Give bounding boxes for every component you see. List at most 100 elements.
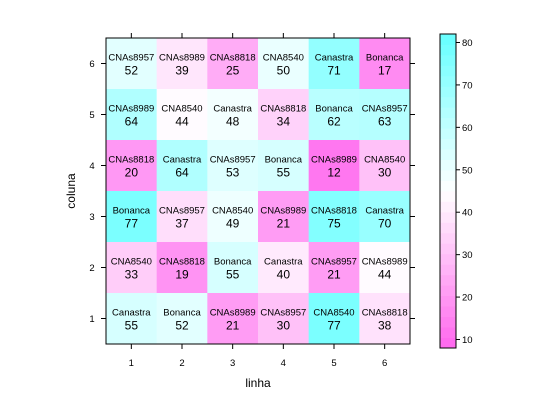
colorbar-segment: [440, 170, 456, 181]
colorbar-segment: [440, 159, 456, 171]
colorbar-tick-label: 40: [462, 208, 473, 219]
colorbar-segment: [440, 295, 456, 307]
heatmap-cell: [308, 242, 360, 294]
colorbar-segment: [440, 337, 456, 349]
heatmap-cell: [308, 191, 360, 243]
heatmap-cell: [156, 191, 208, 243]
heatmap-cell: [156, 293, 208, 345]
heatmap-cell: [106, 242, 158, 294]
cell-value-label: 50: [277, 64, 291, 78]
cell-genotype-label: CNAs8989: [210, 308, 256, 319]
colorbar-tick-label: 50: [462, 165, 473, 176]
cell-genotype-label: CNAs8818: [311, 206, 357, 217]
colorbar-segment: [440, 34, 456, 45]
colorbar-segment: [440, 44, 456, 56]
heatmap-cell: [308, 293, 360, 345]
colorbar-segment: [440, 327, 456, 338]
heatmap-cell: [106, 140, 158, 192]
cell-genotype-label: Bonanca: [214, 257, 252, 268]
cell-value-label: 33: [125, 268, 139, 282]
cell-genotype-label: CNAs8957: [108, 53, 154, 64]
cell-value-label: 55: [277, 166, 291, 180]
cell-value-label: 19: [175, 268, 189, 282]
cell-genotype-label: CNAs8989: [159, 53, 205, 64]
heatmap-cell: [308, 89, 360, 141]
cell-genotype-label: CNA8540: [161, 104, 202, 115]
heatmap-cell: [156, 140, 208, 192]
cell-value-label: 55: [125, 319, 139, 333]
cell-value-label: 64: [175, 166, 189, 180]
cell-value-label: 63: [378, 115, 392, 129]
colorbar-segment: [440, 253, 456, 265]
cell-genotype-label: CNAs8957: [260, 308, 306, 319]
x-tick-label: 1: [129, 358, 134, 369]
cell-value-label: 34: [277, 115, 291, 129]
heatmap-cell: [258, 242, 310, 294]
cell-value-label: 52: [125, 64, 139, 78]
y-axis-label: coluna: [64, 173, 78, 209]
cell-genotype-label: Canastra: [112, 308, 151, 319]
cell-value-label: 21: [226, 319, 240, 333]
heatmap-cell: [156, 38, 208, 90]
heatmap-cell: [308, 38, 360, 90]
cell-genotype-label: Bonanca: [366, 53, 404, 64]
colorbar-segment: [440, 107, 456, 119]
y-tick-label: 5: [89, 110, 94, 121]
x-tick-label: 4: [281, 358, 286, 369]
cell-genotype-label: CNAs8957: [159, 206, 205, 217]
heatmap-cell: [308, 140, 360, 192]
cell-value-label: 30: [378, 166, 392, 180]
colorbar-tick-label: 80: [462, 38, 473, 49]
cell-value-label: 77: [125, 217, 139, 231]
x-tick-label: 2: [179, 358, 184, 369]
cell-value-label: 55: [226, 268, 240, 282]
cell-genotype-label: CNA8540: [313, 308, 354, 319]
colorbar-segment: [440, 138, 456, 150]
heatmap-cell: [359, 89, 411, 141]
cell-value-label: 62: [327, 115, 341, 129]
heatmap-cell: [258, 140, 310, 192]
cell-value-label: 20: [125, 166, 139, 180]
heatmap-cell: [359, 242, 411, 294]
cell-genotype-label: CNA8540: [111, 257, 152, 268]
cell-genotype-label: CNA8540: [364, 155, 405, 166]
colorbar-segment: [440, 128, 456, 140]
cell-genotype-label: Canastra: [163, 155, 202, 166]
colorbar-segment: [440, 306, 456, 317]
heatmap-cell: [106, 191, 158, 243]
cell-genotype-label: CNAs8989: [311, 155, 357, 166]
cell-genotype-label: CNAs8818: [362, 308, 408, 319]
colorbar-segment: [440, 201, 456, 213]
cell-genotype-label: CNAs8818: [260, 104, 306, 115]
heatmap-cell: [258, 89, 310, 141]
cell-value-label: 75: [327, 217, 341, 231]
cell-value-label: 71: [327, 64, 341, 78]
colorbar-segment: [440, 65, 456, 77]
colorbar: 10 20 30 40 50 60 70 80: [439, 33, 473, 349]
cell-genotype-label: CNAs8957: [311, 257, 357, 268]
y-tick-label: 2: [89, 263, 94, 274]
x-axis-label: linha: [245, 376, 271, 390]
colorbar-segment: [440, 75, 456, 87]
cell-value-label: 21: [277, 217, 291, 231]
y-tick-label: 1: [89, 314, 94, 325]
heatmap-cell: [207, 293, 259, 345]
cell-value-label: 70: [378, 217, 392, 231]
cell-value-label: 77: [327, 319, 341, 333]
cell-genotype-label: CNA8540: [212, 206, 253, 217]
cell-genotype-label: CNAs8818: [108, 155, 154, 166]
heatmap-cell: [106, 89, 158, 141]
heatmap-cell: [258, 293, 310, 345]
colorbar-segment: [440, 274, 456, 286]
cell-value-label: 44: [378, 268, 392, 282]
cell-genotype-label: Canastra: [213, 104, 252, 115]
cell-value-label: 52: [175, 319, 189, 333]
heatmap-cell: [207, 38, 259, 90]
cell-value-label: 17: [378, 64, 392, 78]
heatmap-cell: [359, 293, 411, 345]
cell-genotype-label: Bonanca: [163, 308, 201, 319]
heatmap-cell: [207, 140, 259, 192]
cell-genotype-label: Bonanca: [265, 155, 303, 166]
colorbar-segment: [440, 180, 456, 192]
